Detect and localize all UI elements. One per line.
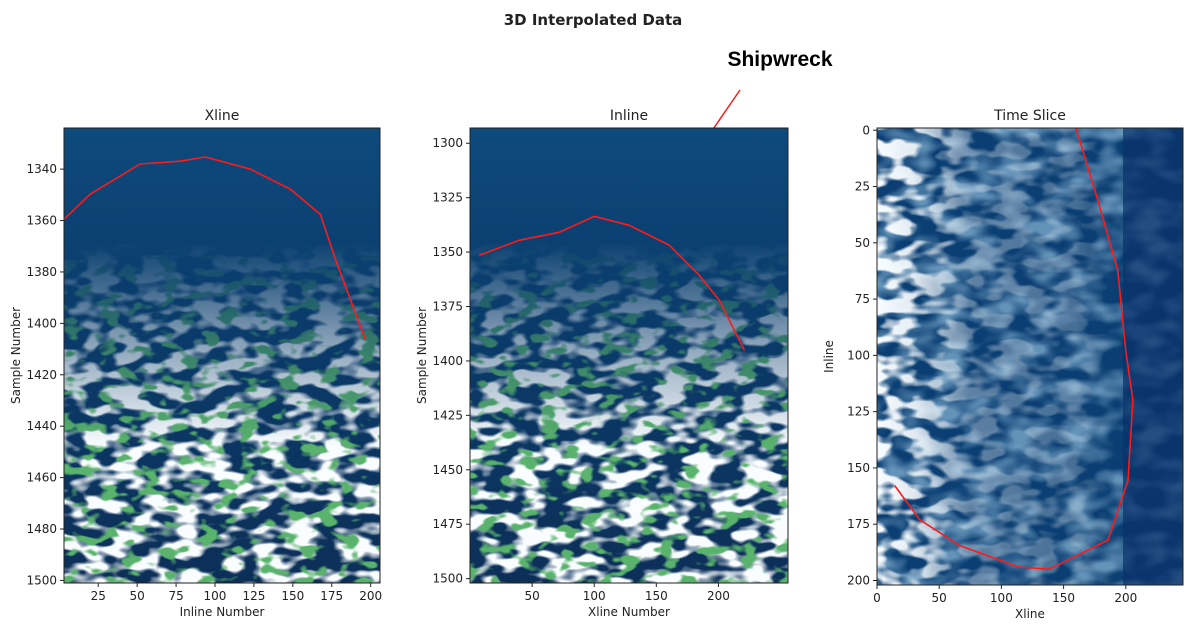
y-tick-label: 1425: [432, 408, 463, 422]
x-axis-label: Inline Number: [180, 605, 265, 619]
y-tick-label: 1480: [26, 522, 57, 536]
image-texture: [877, 128, 1183, 585]
y-tick-label: 1300: [432, 136, 463, 150]
x-tick-label: 100: [990, 591, 1013, 605]
y-tick-label: 1450: [432, 463, 463, 477]
y-tick-label: 1460: [26, 471, 57, 485]
y-tick-label: 1340: [26, 162, 57, 176]
x-tick-label: 200: [1114, 591, 1137, 605]
y-tick-label: 200: [847, 573, 870, 587]
y-tick-label: 1400: [26, 316, 57, 330]
y-tick-label: 1375: [432, 300, 463, 314]
image-texture-group: [470, 128, 788, 583]
y-tick-label: 25: [855, 180, 870, 194]
y-tick-label: 1500: [26, 573, 57, 587]
y-tick-label: 1350: [432, 245, 463, 259]
panel: 25 50 75 100 125 150 175 200 1340 1360 1380 1400 142…: [9, 108, 382, 619]
x-tick-label: 25: [91, 589, 106, 603]
x-tick-label: 100: [204, 589, 227, 603]
x-axis-label: Xline Number: [588, 605, 670, 619]
x-tick-label: 50: [524, 589, 539, 603]
x-tick-label: 50: [932, 591, 947, 605]
y-tick-label: 1475: [432, 517, 463, 531]
image-texture: [470, 128, 788, 583]
y-tick-label: 1400: [432, 354, 463, 368]
y-tick-label: 1440: [26, 419, 57, 433]
y-tick-label: 75: [855, 292, 870, 306]
y-tick-label: 1360: [26, 214, 57, 228]
panel-title: Xline: [205, 108, 240, 124]
x-tick-label: 150: [645, 589, 668, 603]
y-tick-label: 175: [847, 517, 870, 531]
y-tick-label: 1325: [432, 191, 463, 205]
y-tick-label: 1500: [432, 572, 463, 586]
panel-title: Inline: [610, 108, 648, 124]
x-tick-label: 150: [1052, 591, 1075, 605]
figure-title: 3D Interpolated Data: [504, 11, 683, 29]
y-tick-label: 1420: [26, 368, 57, 382]
y-tick-label: 100: [847, 348, 870, 362]
y-axis-label: Sample Number: [9, 307, 23, 404]
y-axis-label: Inline: [822, 340, 836, 373]
x-tick-label: 175: [320, 589, 343, 603]
x-tick-label: 100: [583, 589, 606, 603]
y-tick-label: 0: [862, 123, 870, 137]
image-texture-group: [64, 128, 380, 583]
figure: 3D Interpolated Data Shipwreck 25 50 75 100…: [0, 0, 1186, 628]
image-texture-group: [877, 128, 1183, 585]
x-tick-label: 0: [873, 591, 881, 605]
y-axis-label: Sample Number: [415, 307, 429, 404]
panel-title: Time Slice: [993, 108, 1066, 124]
x-tick-label: 200: [359, 589, 382, 603]
y-tick-label: 125: [847, 405, 870, 419]
x-tick-label: 50: [130, 589, 145, 603]
x-tick-label: 200: [707, 589, 730, 603]
image-texture: [64, 128, 380, 583]
y-tick-label: 50: [855, 236, 870, 250]
y-tick-label: 1380: [26, 265, 57, 279]
panel: 50 100 150 200 1300 1325 1350 1375 1400 1425 1450 1…: [415, 108, 788, 619]
x-tick-label: 125: [242, 589, 265, 603]
y-tick-label: 150: [847, 461, 870, 475]
annotation: Shipwreck: [727, 48, 832, 71]
x-tick-label: 150: [281, 589, 304, 603]
x-tick-label: 75: [168, 589, 183, 603]
x-axis-label: Xline: [1015, 607, 1045, 621]
